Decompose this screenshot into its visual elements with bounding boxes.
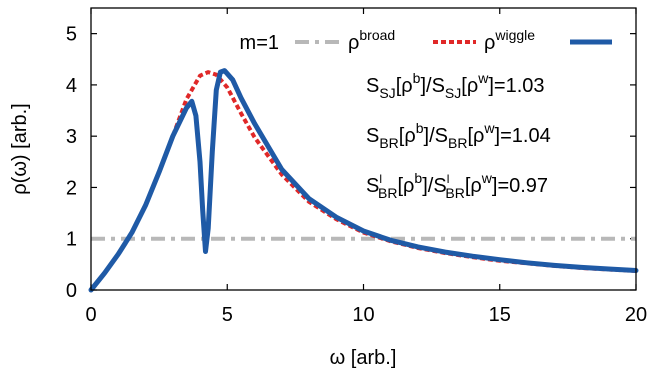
y-tick-label: 5: [66, 24, 77, 46]
legend-label-broad: ρbroad: [348, 27, 395, 54]
x-tick-label: 0: [85, 304, 96, 326]
plot-background: [91, 8, 636, 290]
series-wiggle-solid-line: [88, 68, 639, 293]
x-tick-label: 5: [222, 304, 233, 326]
legend: m=1 ρbroad ρwiggle: [240, 27, 612, 54]
y-tick-label: 4: [66, 75, 77, 97]
x-tick-label: 10: [352, 304, 374, 326]
legend-broad-sup: broad: [359, 27, 395, 43]
x-tick-label: 20: [625, 304, 647, 326]
x-tick-label: 15: [489, 304, 511, 326]
y-tick-label: 2: [66, 177, 77, 199]
y-tick-label: 3: [66, 126, 77, 148]
y-tick-label: 0: [66, 280, 77, 302]
annotation-br: SBR[ρb]/SBR[ρw]=1.04: [366, 120, 551, 151]
tick-labels: 0 5 10 15 20 0 1 2 3 4 5: [66, 24, 647, 326]
plot-frame: [90, 7, 637, 291]
legend-broad-base: ρ: [348, 32, 359, 54]
y-axis-label: ρ(ω) [arb.]: [9, 103, 31, 194]
x-axis-label: ω [arb.]: [330, 347, 397, 369]
legend-wiggle-sup: wiggle: [494, 27, 535, 43]
legend-label-wiggle: ρwiggle: [484, 27, 535, 54]
annotations: SSJ[ρb]/SSJ[ρw]=1.03 SBR[ρb]/SBR[ρw]=1.0…: [366, 70, 551, 201]
legend-title: m=1: [240, 32, 279, 54]
annotation-brl: Sl BR[ρb]/Sl BR[ρw]=0.97: [366, 170, 548, 201]
legend-wiggle-base: ρ: [484, 32, 495, 54]
y-tick-label: 1: [66, 229, 77, 251]
annotation-sj: SSJ[ρb]/SSJ[ρw]=1.03: [366, 70, 545, 101]
series-layer: [88, 68, 639, 293]
